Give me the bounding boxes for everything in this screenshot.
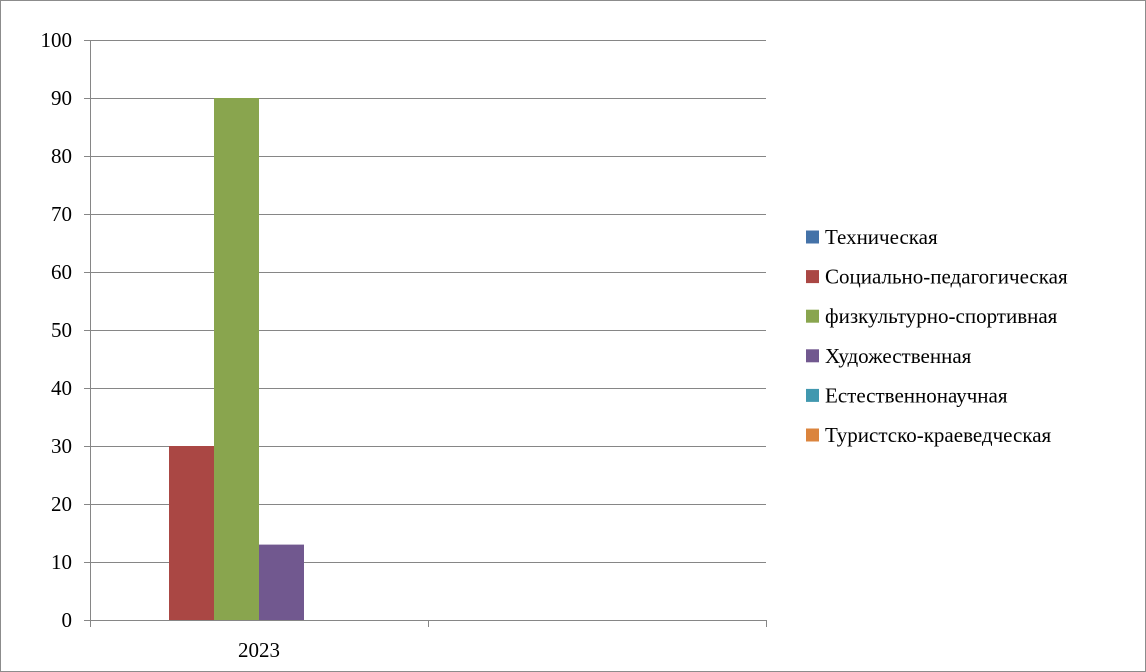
y-tick-label: 30 xyxy=(51,434,72,458)
bar-4 xyxy=(259,544,304,620)
legend-label: Художественная xyxy=(825,344,972,368)
y-tick-label: 10 xyxy=(51,550,72,574)
legend: Техническая Социально-педагогическая физку… xyxy=(806,225,1068,447)
y-tick-label: 40 xyxy=(51,376,72,400)
legend-swatch xyxy=(806,428,819,442)
y-tick-label: 60 xyxy=(51,260,72,284)
y-tick-label: 70 xyxy=(51,202,72,226)
y-tick-label: 0 xyxy=(62,608,73,632)
y-tick-label: 90 xyxy=(51,86,72,110)
y-tick-label: 100 xyxy=(41,28,73,52)
x-tick-label: 2023 xyxy=(238,638,280,662)
legend-label: Социально-педагогическая xyxy=(825,265,1068,289)
legend-label: Техническая xyxy=(825,225,938,249)
axes xyxy=(84,40,767,627)
legend-label: Естественнонаучная xyxy=(825,383,1008,407)
legend-swatch xyxy=(806,270,819,284)
legend-swatch xyxy=(806,388,819,402)
bar-2 xyxy=(169,446,214,620)
bars xyxy=(169,98,304,620)
y-tick-label: 20 xyxy=(51,492,72,516)
legend-label: физкультурно-спортивная xyxy=(825,304,1058,328)
y-tick-labels: 0 10 20 30 40 50 60 70 80 90 100 xyxy=(41,28,73,632)
legend-swatch xyxy=(806,309,819,323)
legend-swatch xyxy=(806,230,819,244)
legend-swatch xyxy=(806,349,819,363)
bar-3 xyxy=(214,98,259,620)
y-tick-label: 50 xyxy=(51,318,72,342)
y-tick-label: 80 xyxy=(51,144,72,168)
legend-label: Туристско-краеведческая xyxy=(825,423,1052,447)
x-tick-labels: 2023 xyxy=(238,638,280,662)
